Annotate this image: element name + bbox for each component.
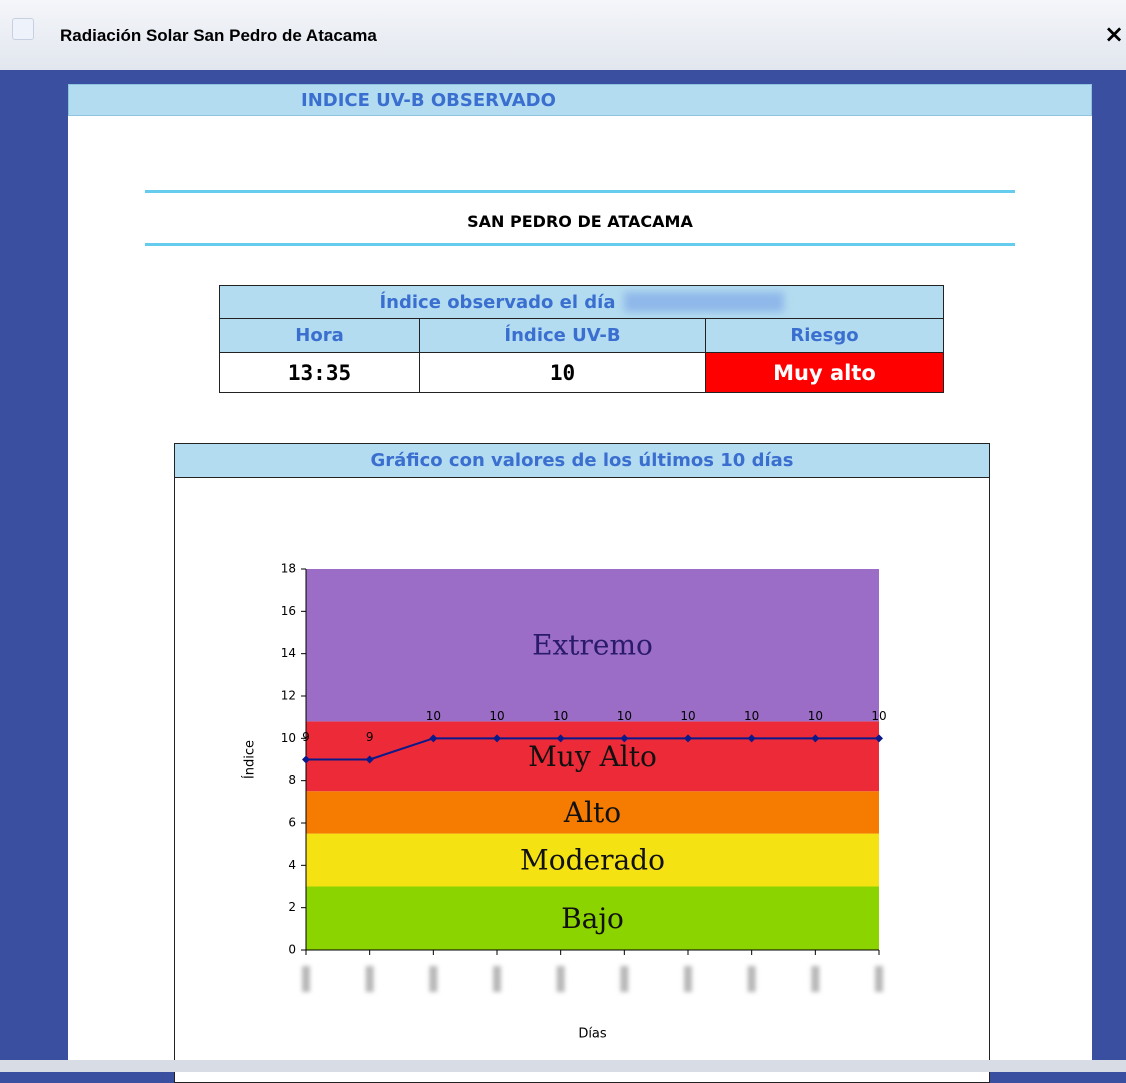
risk-band bbox=[306, 833, 879, 887]
title-bar: Radiación Solar San Pedro de Atacama × bbox=[0, 0, 1126, 70]
header-bar: INDICE UV-B OBSERVADO bbox=[68, 84, 1092, 116]
data-point bbox=[747, 734, 756, 743]
data-label: 10 bbox=[808, 709, 823, 723]
table-cell: 13:35 bbox=[219, 352, 420, 393]
window-title: Radiación Solar San Pedro de Atacama bbox=[60, 26, 377, 45]
data-point bbox=[365, 755, 374, 764]
y-tick-label: 4 bbox=[288, 858, 296, 872]
header-title: INDICE UV-B OBSERVADO bbox=[301, 90, 556, 111]
blurred-x-label bbox=[302, 966, 310, 992]
data-label: 10 bbox=[553, 709, 568, 723]
table-cell: 10 bbox=[419, 352, 706, 393]
data-label: 10 bbox=[426, 709, 441, 723]
caption-text: Índice observado el día bbox=[379, 291, 616, 313]
data-point bbox=[429, 734, 438, 743]
data-label: 10 bbox=[489, 709, 504, 723]
window-icon bbox=[12, 18, 34, 40]
y-tick-label: 18 bbox=[281, 562, 296, 576]
data-label: 10 bbox=[617, 709, 632, 723]
y-tick-label: 16 bbox=[281, 604, 296, 618]
band-label: Bajo bbox=[561, 902, 624, 935]
blurred-x-label bbox=[556, 966, 565, 992]
table-header: Hora bbox=[219, 318, 420, 353]
blurred-x-label bbox=[365, 966, 374, 992]
close-button[interactable]: × bbox=[1104, 20, 1125, 48]
risk-band bbox=[306, 886, 879, 950]
risk-band bbox=[306, 791, 879, 834]
y-tick-label: 14 bbox=[281, 646, 296, 660]
risk-band bbox=[306, 569, 879, 722]
data-label: 10 bbox=[871, 709, 886, 723]
status-bar bbox=[0, 1060, 1126, 1072]
y-tick-label: 6 bbox=[288, 816, 296, 830]
risk-band bbox=[306, 721, 879, 792]
data-label: 10 bbox=[680, 709, 695, 723]
x-axis-label: Días bbox=[578, 1027, 607, 1042]
data-label: 10 bbox=[744, 709, 759, 723]
blurred-x-label bbox=[875, 966, 883, 992]
chart-panel-title: Gráfico con valores de los últimos 10 dí… bbox=[174, 443, 990, 478]
y-tick-label: 12 bbox=[281, 689, 296, 703]
band-label: Moderado bbox=[520, 844, 665, 877]
blurred-x-label bbox=[493, 966, 501, 992]
blurred-x-label bbox=[747, 966, 756, 992]
data-label: 9 bbox=[366, 730, 374, 744]
blurred-x-label bbox=[684, 966, 692, 992]
data-point bbox=[684, 734, 692, 743]
data-line bbox=[306, 737, 879, 761]
chart: Bajo Moderado Alto Muy Alto Extremo 0 2 4 6 8 10 12… bbox=[242, 562, 887, 1042]
divider bbox=[145, 190, 1015, 193]
y-tick-label: 10 bbox=[281, 731, 296, 745]
divider bbox=[145, 243, 1015, 246]
band-label: Alto bbox=[563, 796, 621, 829]
risk-cell: Muy alto bbox=[705, 352, 944, 393]
data-label: 9 bbox=[302, 730, 310, 744]
data-point bbox=[875, 734, 883, 743]
blurred-date bbox=[623, 292, 784, 312]
y-tick-label: 0 bbox=[288, 943, 296, 957]
data-point bbox=[302, 755, 310, 764]
blurred-x-label bbox=[620, 966, 629, 992]
blurred-x-label bbox=[429, 966, 438, 992]
y-tick-label: 8 bbox=[288, 773, 296, 787]
data-point bbox=[811, 734, 820, 743]
band-label: Muy Alto bbox=[528, 740, 657, 773]
data-point bbox=[620, 734, 629, 743]
data-point bbox=[493, 734, 501, 743]
band-label: Extremo bbox=[532, 629, 653, 662]
y-axis-label: Índice bbox=[242, 740, 258, 779]
location-title: SAN PEDRO DE ATACAMA bbox=[467, 212, 693, 231]
y-tick-label: 2 bbox=[288, 900, 296, 914]
blurred-x-label bbox=[811, 966, 820, 992]
table-header: Riesgo bbox=[705, 318, 944, 353]
data-point bbox=[556, 734, 565, 743]
